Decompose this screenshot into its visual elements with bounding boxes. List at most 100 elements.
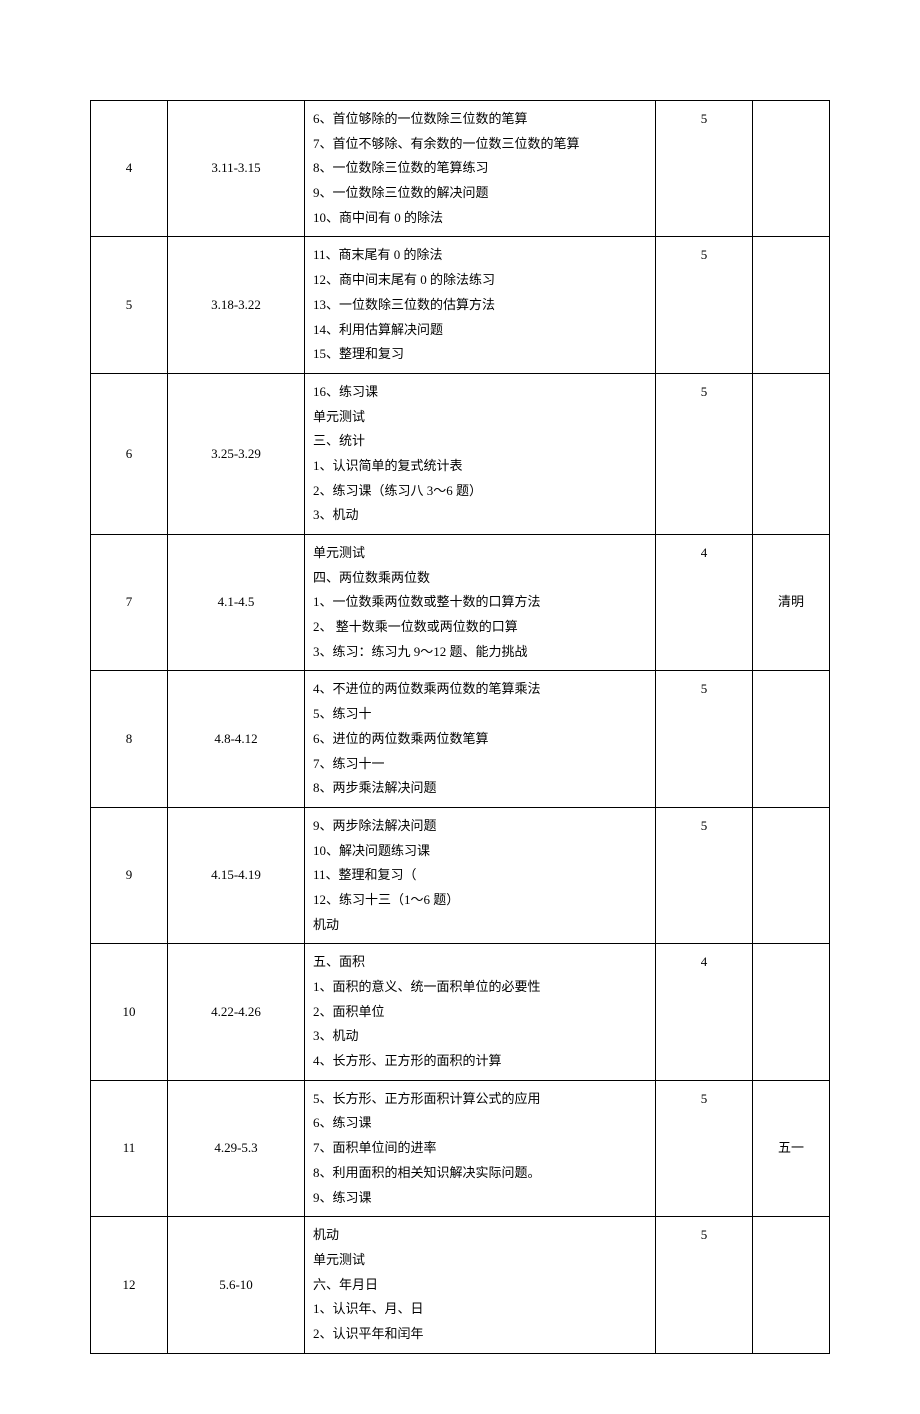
content-cell: 机动单元测试六、年月日1、认识年、月、日2、认识平年和闰年: [305, 1217, 656, 1353]
content-line: 8、利用面积的相关知识解决实际问题。: [313, 1161, 647, 1186]
table-row: 104.22-4.26五、面积1、面积的意义、统一面积单位的必要性2、面积单位3…: [91, 944, 830, 1080]
table-row: 43.11-3.156、首位够除的一位数除三位数的笔算7、首位不够除、有余数的一…: [91, 101, 830, 237]
content-line: 11、商末尾有 0 的除法: [313, 243, 647, 268]
content-line: 7、首位不够除、有余数的一位数三位数的笔算: [313, 132, 647, 157]
dates-cell: 4.8-4.12: [168, 671, 305, 807]
note-cell: [753, 671, 830, 807]
table-row: 53.18-3.2211、商末尾有 0 的除法12、商中间末尾有 0 的除法练习…: [91, 237, 830, 373]
week-cell: 4: [91, 101, 168, 237]
table-row: 125.6-10机动单元测试六、年月日1、认识年、月、日2、认识平年和闰年5: [91, 1217, 830, 1353]
content-line: 15、整理和复习: [313, 342, 647, 367]
content-cell: 16、练习课单元测试三、统计1、认识简单的复式统计表2、练习课（练习八 3～6 …: [305, 373, 656, 534]
content-line: 单元测试: [313, 1248, 647, 1273]
week-cell: 5: [91, 237, 168, 373]
content-line: 单元测试: [313, 405, 647, 430]
content-line: 14、利用估算解决问题: [313, 318, 647, 343]
content-line: 六、年月日: [313, 1273, 647, 1298]
content-line: 13、一位数除三位数的估算方法: [313, 293, 647, 318]
note-cell: [753, 373, 830, 534]
content-line: 3、练习：练习九 9～12 题、能力挑战: [313, 640, 647, 665]
week-cell: 8: [91, 671, 168, 807]
content-line: 四、两位数乘两位数: [313, 566, 647, 591]
dates-cell: 3.25-3.29: [168, 373, 305, 534]
content-line: 3、机动: [313, 503, 647, 528]
note-cell: [753, 237, 830, 373]
content-line: 3、机动: [313, 1024, 647, 1049]
note-cell: [753, 944, 830, 1080]
content-line: 9、一位数除三位数的解决问题: [313, 181, 647, 206]
periods-cell: 5: [656, 101, 753, 237]
content-cell: 5、长方形、正方形面积计算公式的应用6、练习课7、面积单位间的进率8、利用面积的…: [305, 1080, 656, 1216]
content-line: 机动: [313, 1223, 647, 1248]
content-line: 1、一位数乘两位数或整十数的口算方法: [313, 590, 647, 615]
week-cell: 6: [91, 373, 168, 534]
content-line: 机动: [313, 913, 647, 938]
content-line: 8、两步乘法解决问题: [313, 776, 647, 801]
note-cell: 清明: [753, 535, 830, 671]
content-line: 6、进位的两位数乘两位数笔算: [313, 727, 647, 752]
content-line: 6、首位够除的一位数除三位数的笔算: [313, 107, 647, 132]
table-row: 84.8-4.124、不进位的两位数乘两位数的笔算乘法5、练习十6、进位的两位数…: [91, 671, 830, 807]
dates-cell: 4.15-4.19: [168, 807, 305, 943]
content-cell: 单元测试四、两位数乘两位数1、一位数乘两位数或整十数的口算方法2、 整十数乘一位…: [305, 535, 656, 671]
schedule-table: 43.11-3.156、首位够除的一位数除三位数的笔算7、首位不够除、有余数的一…: [90, 100, 830, 1354]
content-line: 三、统计: [313, 429, 647, 454]
note-cell: [753, 101, 830, 237]
week-cell: 11: [91, 1080, 168, 1216]
content-line: 9、两步除法解决问题: [313, 814, 647, 839]
table-row: 114.29-5.35、长方形、正方形面积计算公式的应用6、练习课7、面积单位间…: [91, 1080, 830, 1216]
content-line: 16、练习课: [313, 380, 647, 405]
dates-cell: 5.6-10: [168, 1217, 305, 1353]
dates-cell: 4.29-5.3: [168, 1080, 305, 1216]
content-line: 五、面积: [313, 950, 647, 975]
content-cell: 6、首位够除的一位数除三位数的笔算7、首位不够除、有余数的一位数三位数的笔算8、…: [305, 101, 656, 237]
note-cell: [753, 807, 830, 943]
content-line: 1、面积的意义、统一面积单位的必要性: [313, 975, 647, 1000]
content-line: 单元测试: [313, 541, 647, 566]
week-cell: 7: [91, 535, 168, 671]
content-line: 2、认识平年和闰年: [313, 1322, 647, 1347]
content-line: 12、练习十三（1～6 题）: [313, 888, 647, 913]
content-line: 2、 整十数乘一位数或两位数的口算: [313, 615, 647, 640]
periods-cell: 5: [656, 1080, 753, 1216]
note-cell: [753, 1217, 830, 1353]
periods-cell: 4: [656, 535, 753, 671]
content-line: 5、练习十: [313, 702, 647, 727]
content-line: 10、解决问题练习课: [313, 839, 647, 864]
periods-cell: 5: [656, 671, 753, 807]
periods-cell: 5: [656, 237, 753, 373]
content-line: 4、长方形、正方形的面积的计算: [313, 1049, 647, 1074]
dates-cell: 3.18-3.22: [168, 237, 305, 373]
content-line: 11、整理和复习（: [313, 863, 647, 888]
content-line: 2、面积单位: [313, 1000, 647, 1025]
dates-cell: 4.1-4.5: [168, 535, 305, 671]
periods-cell: 4: [656, 944, 753, 1080]
content-cell: 9、两步除法解决问题10、解决问题练习课11、整理和复习（12、练习十三（1～6…: [305, 807, 656, 943]
week-cell: 10: [91, 944, 168, 1080]
week-cell: 9: [91, 807, 168, 943]
periods-cell: 5: [656, 807, 753, 943]
content-line: 1、认识年、月、日: [313, 1297, 647, 1322]
table-row: 74.1-4.5单元测试四、两位数乘两位数1、一位数乘两位数或整十数的口算方法2…: [91, 535, 830, 671]
week-cell: 12: [91, 1217, 168, 1353]
content-line: 8、一位数除三位数的笔算练习: [313, 156, 647, 181]
note-cell: 五一: [753, 1080, 830, 1216]
table-row: 63.25-3.2916、练习课单元测试三、统计1、认识简单的复式统计表2、练习…: [91, 373, 830, 534]
table-body: 43.11-3.156、首位够除的一位数除三位数的笔算7、首位不够除、有余数的一…: [91, 101, 830, 1354]
content-cell: 4、不进位的两位数乘两位数的笔算乘法5、练习十6、进位的两位数乘两位数笔算7、练…: [305, 671, 656, 807]
content-line: 2、练习课（练习八 3～6 题）: [313, 479, 647, 504]
table-row: 94.15-4.199、两步除法解决问题10、解决问题练习课11、整理和复习（1…: [91, 807, 830, 943]
content-cell: 五、面积1、面积的意义、统一面积单位的必要性2、面积单位3、机动4、长方形、正方…: [305, 944, 656, 1080]
content-line: 4、不进位的两位数乘两位数的笔算乘法: [313, 677, 647, 702]
content-line: 7、面积单位间的进率: [313, 1136, 647, 1161]
content-line: 12、商中间末尾有 0 的除法练习: [313, 268, 647, 293]
periods-cell: 5: [656, 1217, 753, 1353]
dates-cell: 3.11-3.15: [168, 101, 305, 237]
content-line: 10、商中间有 0 的除法: [313, 206, 647, 231]
content-line: 7、练习十一: [313, 752, 647, 777]
dates-cell: 4.22-4.26: [168, 944, 305, 1080]
content-line: 5、长方形、正方形面积计算公式的应用: [313, 1087, 647, 1112]
periods-cell: 5: [656, 373, 753, 534]
content-line: 6、练习课: [313, 1111, 647, 1136]
content-line: 9、练习课: [313, 1186, 647, 1211]
